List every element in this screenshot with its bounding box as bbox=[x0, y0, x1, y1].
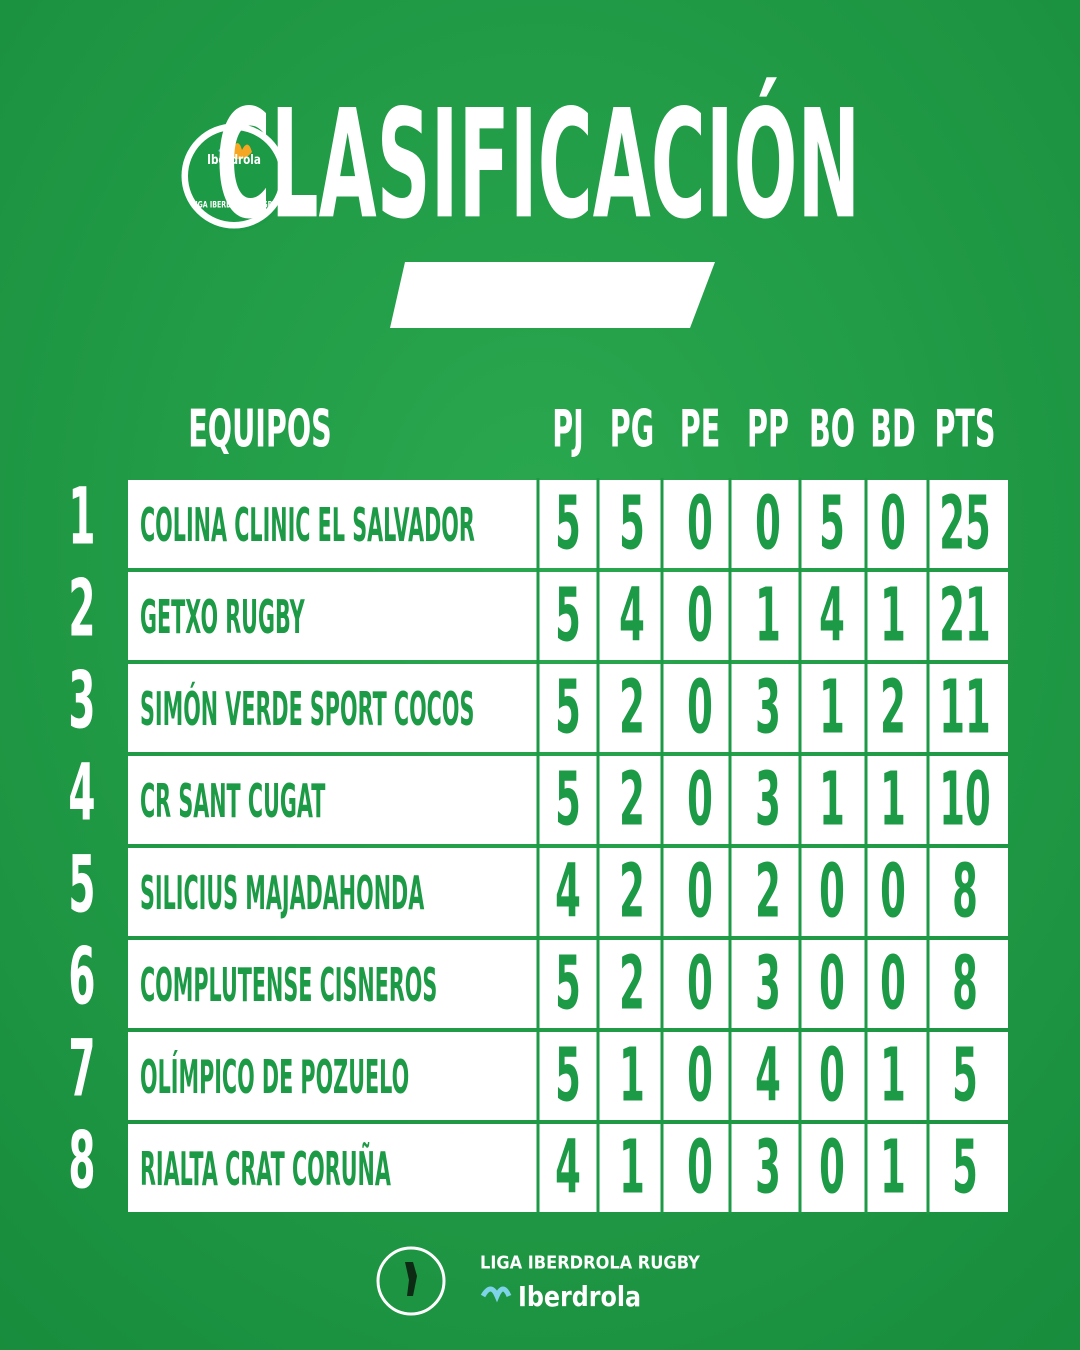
stat-value: 10 bbox=[939, 756, 990, 842]
stat-value: 2 bbox=[619, 664, 645, 750]
team-name: GETXO RUGBY bbox=[140, 592, 305, 645]
rank: 5 bbox=[68, 840, 95, 931]
stat-value: 0 bbox=[880, 848, 906, 934]
stat-value: 0 bbox=[687, 1124, 713, 1210]
team-name: RIALTA CRAT CORUÑA bbox=[140, 1142, 391, 1196]
stat-value: 1 bbox=[880, 572, 906, 658]
stat-value: 4 bbox=[755, 1032, 781, 1118]
title: CLASIFICACIÓN bbox=[216, 76, 860, 252]
column-header: EQUIPOS bbox=[188, 398, 332, 459]
stat-value: 4 bbox=[819, 572, 845, 658]
stat-value: 2 bbox=[880, 664, 906, 750]
stat-value: 0 bbox=[687, 664, 713, 750]
stat-value: 0 bbox=[819, 940, 845, 1026]
table-row bbox=[128, 940, 1008, 1028]
rank: 4 bbox=[68, 748, 95, 839]
stat-value: 1 bbox=[880, 756, 906, 842]
rank: 2 bbox=[68, 564, 95, 655]
stat-value: 5 bbox=[555, 756, 581, 842]
stat-value: 8 bbox=[952, 940, 978, 1026]
stat-value: 0 bbox=[687, 480, 713, 566]
stat-value: 5 bbox=[555, 664, 581, 750]
stat-value: 5 bbox=[555, 480, 581, 566]
rank: 3 bbox=[68, 656, 95, 747]
stat-value: 5 bbox=[819, 480, 845, 566]
column-header: PE bbox=[680, 398, 720, 459]
stat-value: 3 bbox=[755, 756, 781, 842]
subtitle-banner bbox=[390, 262, 715, 328]
team-name: SILICIUS MAJADAHONDA bbox=[140, 868, 424, 921]
table-row bbox=[128, 572, 1008, 660]
table-row bbox=[128, 848, 1008, 936]
column-header: PG bbox=[610, 398, 654, 459]
stat-value: 5 bbox=[555, 1032, 581, 1118]
footer-logo bbox=[376, 1246, 512, 1316]
rank: 8 bbox=[68, 1116, 95, 1207]
stat-value: 0 bbox=[819, 848, 845, 934]
column-header: PP bbox=[747, 398, 789, 459]
stat-value: 1 bbox=[819, 664, 845, 750]
logo-league: LIGA IBERDROLA RUGBY bbox=[191, 199, 277, 209]
stat-value: 3 bbox=[755, 940, 781, 1026]
stat-value: 0 bbox=[880, 480, 906, 566]
stat-value: 0 bbox=[880, 940, 906, 1026]
stat-value: 5 bbox=[619, 480, 645, 566]
stat-value: 1 bbox=[619, 1032, 645, 1118]
column-header: BD bbox=[870, 398, 916, 459]
stat-value: 3 bbox=[755, 1124, 781, 1210]
stat-value: 0 bbox=[819, 1032, 845, 1118]
stat-value: 25 bbox=[939, 480, 990, 566]
stat-value: 21 bbox=[939, 572, 990, 658]
stat-value: 0 bbox=[687, 1032, 713, 1118]
column-header: BO bbox=[809, 398, 855, 459]
rank: 6 bbox=[68, 932, 95, 1023]
table-row bbox=[128, 664, 1008, 752]
stat-value: 0 bbox=[755, 480, 781, 566]
stat-value: 1 bbox=[819, 756, 845, 842]
rank: 7 bbox=[68, 1024, 95, 1115]
team-name: OLÍMPICO DE POZUELO bbox=[140, 1050, 409, 1104]
stat-value: 5 bbox=[555, 572, 581, 658]
stat-value: 5 bbox=[555, 940, 581, 1026]
footer-brand: Iberdrola bbox=[518, 1281, 641, 1313]
team-name: CR SANT CUGAT bbox=[140, 776, 326, 829]
stat-value: 11 bbox=[939, 664, 990, 750]
stat-value: 2 bbox=[755, 848, 781, 934]
stat-value: 3 bbox=[755, 664, 781, 750]
stat-value: 2 bbox=[619, 756, 645, 842]
stat-value: 0 bbox=[687, 756, 713, 842]
stat-value: 5 bbox=[952, 1124, 978, 1210]
stat-value: 0 bbox=[687, 940, 713, 1026]
stat-value: 2 bbox=[619, 848, 645, 934]
table-row bbox=[128, 480, 1008, 568]
logo-brand: Iberdrola bbox=[207, 152, 261, 167]
table-row bbox=[128, 756, 1008, 844]
team-name: SIMÓN VERDE SPORT COCOS bbox=[140, 682, 474, 736]
stat-value: 4 bbox=[619, 572, 645, 658]
team-name: COLINA CLINIC EL SALVADOR bbox=[140, 500, 475, 553]
stat-value: 8 bbox=[952, 848, 978, 934]
stat-value: 4 bbox=[555, 1124, 581, 1210]
stat-value: 0 bbox=[687, 848, 713, 934]
stat-value: 2 bbox=[619, 940, 645, 1026]
stat-value: 1 bbox=[619, 1124, 645, 1210]
table-row bbox=[128, 1124, 1008, 1212]
top-logo bbox=[178, 120, 290, 232]
stat-value: 5 bbox=[952, 1032, 978, 1118]
footer-league: LIGA IBERDROLA RUGBY bbox=[480, 1252, 700, 1273]
stat-value: 1 bbox=[880, 1124, 906, 1210]
column-header: PTS bbox=[934, 398, 995, 459]
stat-value: 0 bbox=[687, 572, 713, 658]
stat-value: 4 bbox=[555, 848, 581, 934]
team-name: COMPLUTENSE CISNEROS bbox=[140, 960, 437, 1013]
rank: 1 bbox=[68, 472, 95, 563]
stat-value: 1 bbox=[755, 572, 781, 658]
table-row bbox=[128, 1032, 1008, 1120]
column-header: PJ bbox=[552, 398, 584, 459]
stat-value: 1 bbox=[880, 1032, 906, 1118]
stat-value: 0 bbox=[819, 1124, 845, 1210]
